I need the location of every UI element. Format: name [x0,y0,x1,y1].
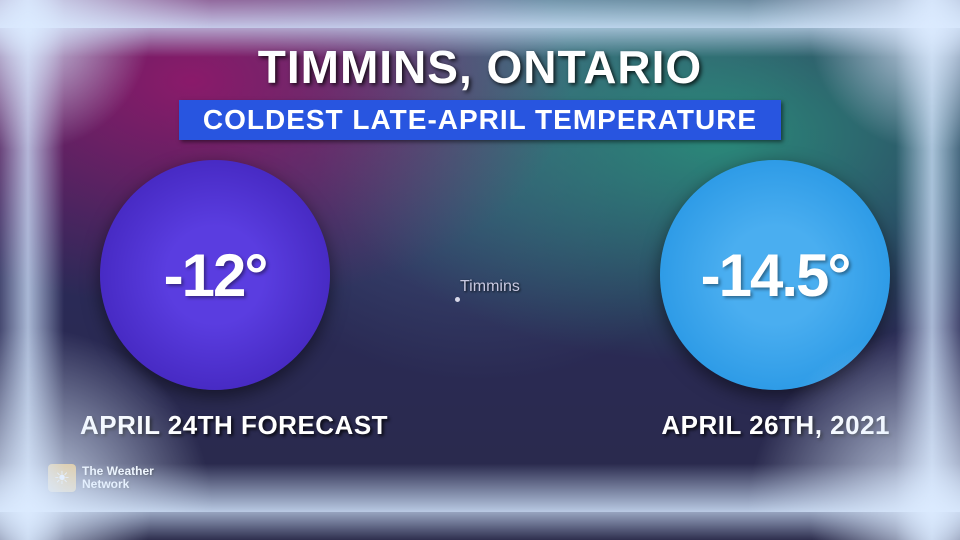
network-logo: ☀ The Weather Network [48,464,154,492]
forecast-caption: APRIL 24TH FORECAST [80,410,388,441]
record-caption: APRIL 26TH, 2021 [661,410,890,441]
subtitle-bar: COLDEST LATE-APRIL TEMPERATURE [0,100,960,140]
page-title: TIMMINS, ONTARIO [0,40,960,94]
map-city-label: Timmins [460,278,520,296]
logo-text: The Weather Network [82,465,154,491]
sun-icon: ☀ [48,464,76,492]
subtitle-text: COLDEST LATE-APRIL TEMPERATURE [179,100,781,140]
forecast-temperature: -12° [164,241,267,310]
record-disc: -14.5° [660,160,890,390]
map-city-dot [455,297,460,302]
record-temperature: -14.5° [701,241,850,310]
forecast-disc: -12° [100,160,330,390]
logo-line2: Network [82,478,154,491]
